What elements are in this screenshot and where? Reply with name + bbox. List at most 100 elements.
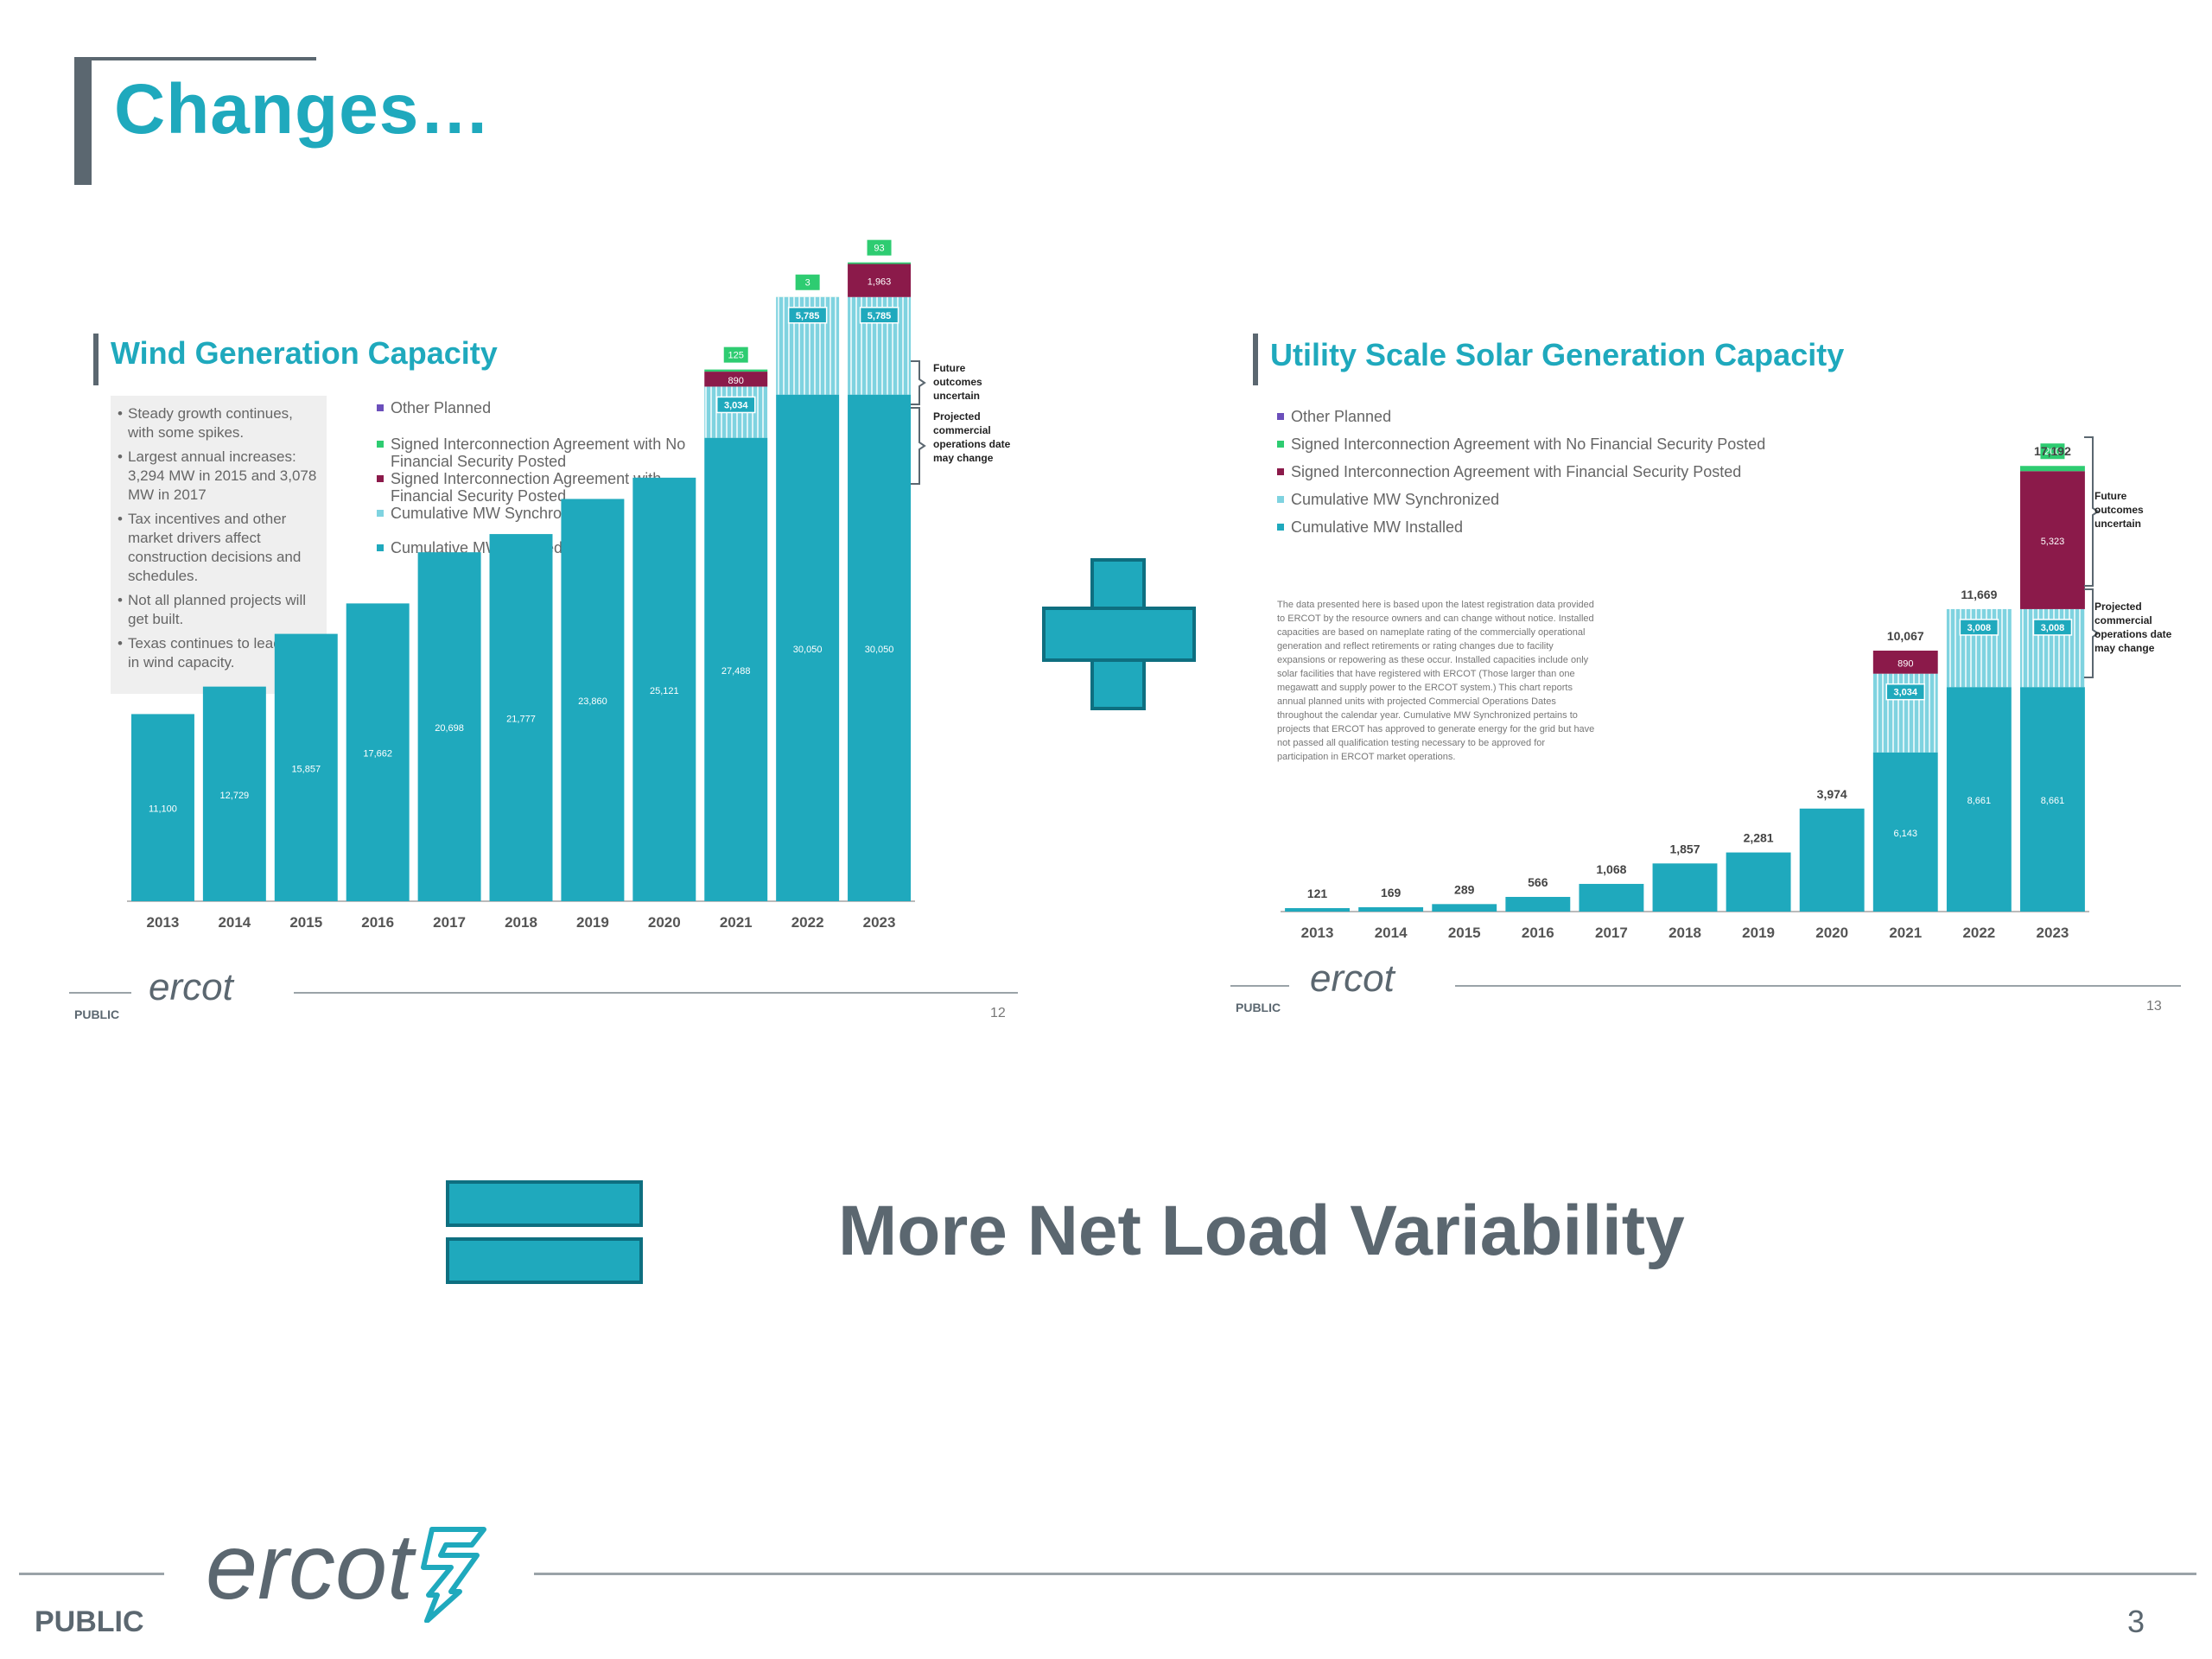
wind-legend-item: Cumulative MW Synchronized <box>377 505 688 522</box>
bar-segment <box>848 264 912 297</box>
bar-total-label: 2,281 <box>1744 831 1774 845</box>
x-tick-label: 2022 <box>791 914 824 931</box>
wind-bullet: Not all planned projects will get built. <box>118 591 320 629</box>
bar-segment <box>704 369 768 372</box>
wind-footer-line-left <box>69 992 131 994</box>
bar-value-label: 30,050 <box>865 645 894 655</box>
bar-segment <box>274 633 338 901</box>
wind-bullets-box: Steady growth continues, with some spike… <box>111 396 327 694</box>
wind-panel-title: Wind Generation Capacity <box>111 335 498 371</box>
wind-ercot-logo: ercot <box>149 966 233 1008</box>
bar-segment <box>848 262 912 264</box>
bar-value-label: 8,661 <box>2041 796 2065 806</box>
bar-segment <box>1726 852 1791 912</box>
bar-segment <box>1946 687 2012 912</box>
annotation-brace <box>911 407 926 485</box>
wind-bullet: Largest annual increases: 3,294 MW in 20… <box>118 448 320 505</box>
bar-value-label: 20,698 <box>435 723 464 734</box>
title-accent-bar <box>74 57 92 185</box>
wind-future-note: Future outcomes uncertain <box>933 362 982 402</box>
solar-footer-line-right <box>1455 985 2181 987</box>
solar-panel-title: Utility Scale Solar Generation Capacity <box>1270 337 1845 372</box>
bar-value-label: 12,729 <box>220 791 250 801</box>
x-tick-label: 2013 <box>147 914 180 931</box>
bar-value-label: 200 <box>2044 447 2060 457</box>
x-tick-label: 2017 <box>433 914 466 931</box>
bar-segment <box>489 534 553 901</box>
bar-total-label: 17,192 <box>2034 444 2071 458</box>
wind-title-bar <box>93 334 99 385</box>
bar-segment <box>1285 908 1350 912</box>
bar-value-label: 21,777 <box>506 715 536 725</box>
footer-line-left <box>19 1573 164 1575</box>
solar-legend-item: Other Planned <box>1277 408 1865 425</box>
bar-total-label: 11,669 <box>1961 588 1997 601</box>
legend-swatch <box>1277 496 1284 503</box>
footer-line-right <box>534 1573 2196 1575</box>
wind-footer-line-right <box>294 992 1018 994</box>
wind-bullet: Steady growth continues, with some spike… <box>118 404 320 442</box>
solar-legend: Other Planned Signed Interconnection Agr… <box>1277 408 1865 536</box>
x-tick-label: 2015 <box>1448 925 1481 941</box>
bar-total-label: 169 <box>1381 886 1402 899</box>
bar-segment <box>1579 883 1644 912</box>
solar-ercot-logo: ercot <box>1310 957 1395 1000</box>
bar-segment <box>346 603 410 901</box>
bar-value-label: 5,785 <box>868 311 892 321</box>
bar-segment <box>704 437 768 901</box>
bar-value-label: 17,662 <box>363 749 392 760</box>
annotation-brace <box>2084 436 2100 587</box>
bar-total-label: 3,974 <box>1817 787 1847 801</box>
bar-value-label: 3,008 <box>1967 623 1992 633</box>
bar-segment <box>1432 904 1497 912</box>
annotation-brace <box>911 360 926 405</box>
solar-footer-line-left <box>1230 985 1289 987</box>
sync-value-badge <box>859 307 899 324</box>
bar-segment <box>130 714 194 901</box>
bar-value-label: 5,785 <box>796 311 820 321</box>
public-label: PUBLIC <box>35 1605 144 1638</box>
solar-legend-item: Cumulative MW Synchronized <box>1277 491 1865 508</box>
bar-segment <box>202 686 266 901</box>
bar-value-label: 30,050 <box>793 645 823 655</box>
bar-segment <box>848 394 912 901</box>
solar-projected-note: Projected commercial operations date may… <box>2094 601 2172 654</box>
bar-value-label: 890 <box>728 376 744 386</box>
solar-future-note: Future outcomes uncertain <box>2094 490 2144 530</box>
solar-page-number: 13 <box>2146 999 2162 1014</box>
legend-swatch <box>377 544 384 551</box>
x-tick-label: 2020 <box>1815 925 1848 941</box>
bar-total-label: 10,067 <box>1887 629 1924 643</box>
bar-segment <box>2020 687 2085 912</box>
bar-segment <box>2020 466 2085 472</box>
wind-page-number: 12 <box>990 1006 1006 1020</box>
x-tick-label: 2016 <box>1522 925 1554 941</box>
solar-title-bar <box>1253 334 1258 385</box>
wind-legend-item: Other Planned <box>377 399 688 416</box>
page-number: 3 <box>2127 1604 2145 1639</box>
x-tick-label: 2016 <box>361 914 394 931</box>
sync-value-badge <box>1885 683 1926 701</box>
bar-segment <box>1505 897 1571 912</box>
bar-segment <box>1799 808 1865 912</box>
green-value-badge <box>795 274 820 290</box>
solar-legend-item: Signed Interconnection Agreement with No… <box>1277 435 1865 453</box>
bar-value-label: 27,488 <box>721 666 751 677</box>
bar-segment <box>776 394 840 901</box>
wind-projected-note: Projected commercial operations date may… <box>933 410 1011 464</box>
bar-value-label: 11,100 <box>149 804 177 815</box>
slide-title: Changes… <box>114 70 492 149</box>
x-tick-label: 2013 <box>1301 925 1334 941</box>
bar-segment <box>632 477 696 901</box>
bar-segment <box>561 499 625 901</box>
legend-swatch <box>1277 468 1284 475</box>
wind-legend-item: Signed Interconnection Agreement with No… <box>377 435 688 470</box>
legend-swatch <box>377 475 384 482</box>
equals-icon-bottom <box>446 1237 643 1284</box>
x-tick-label: 2023 <box>2037 925 2069 941</box>
x-tick-label: 2018 <box>1669 925 1701 941</box>
x-tick-label: 2021 <box>720 914 753 931</box>
bar-segment <box>1872 650 1938 674</box>
solar-legend-item: Signed Interconnection Agreement with Fi… <box>1277 463 1865 480</box>
bar-value-label: 125 <box>728 351 744 361</box>
